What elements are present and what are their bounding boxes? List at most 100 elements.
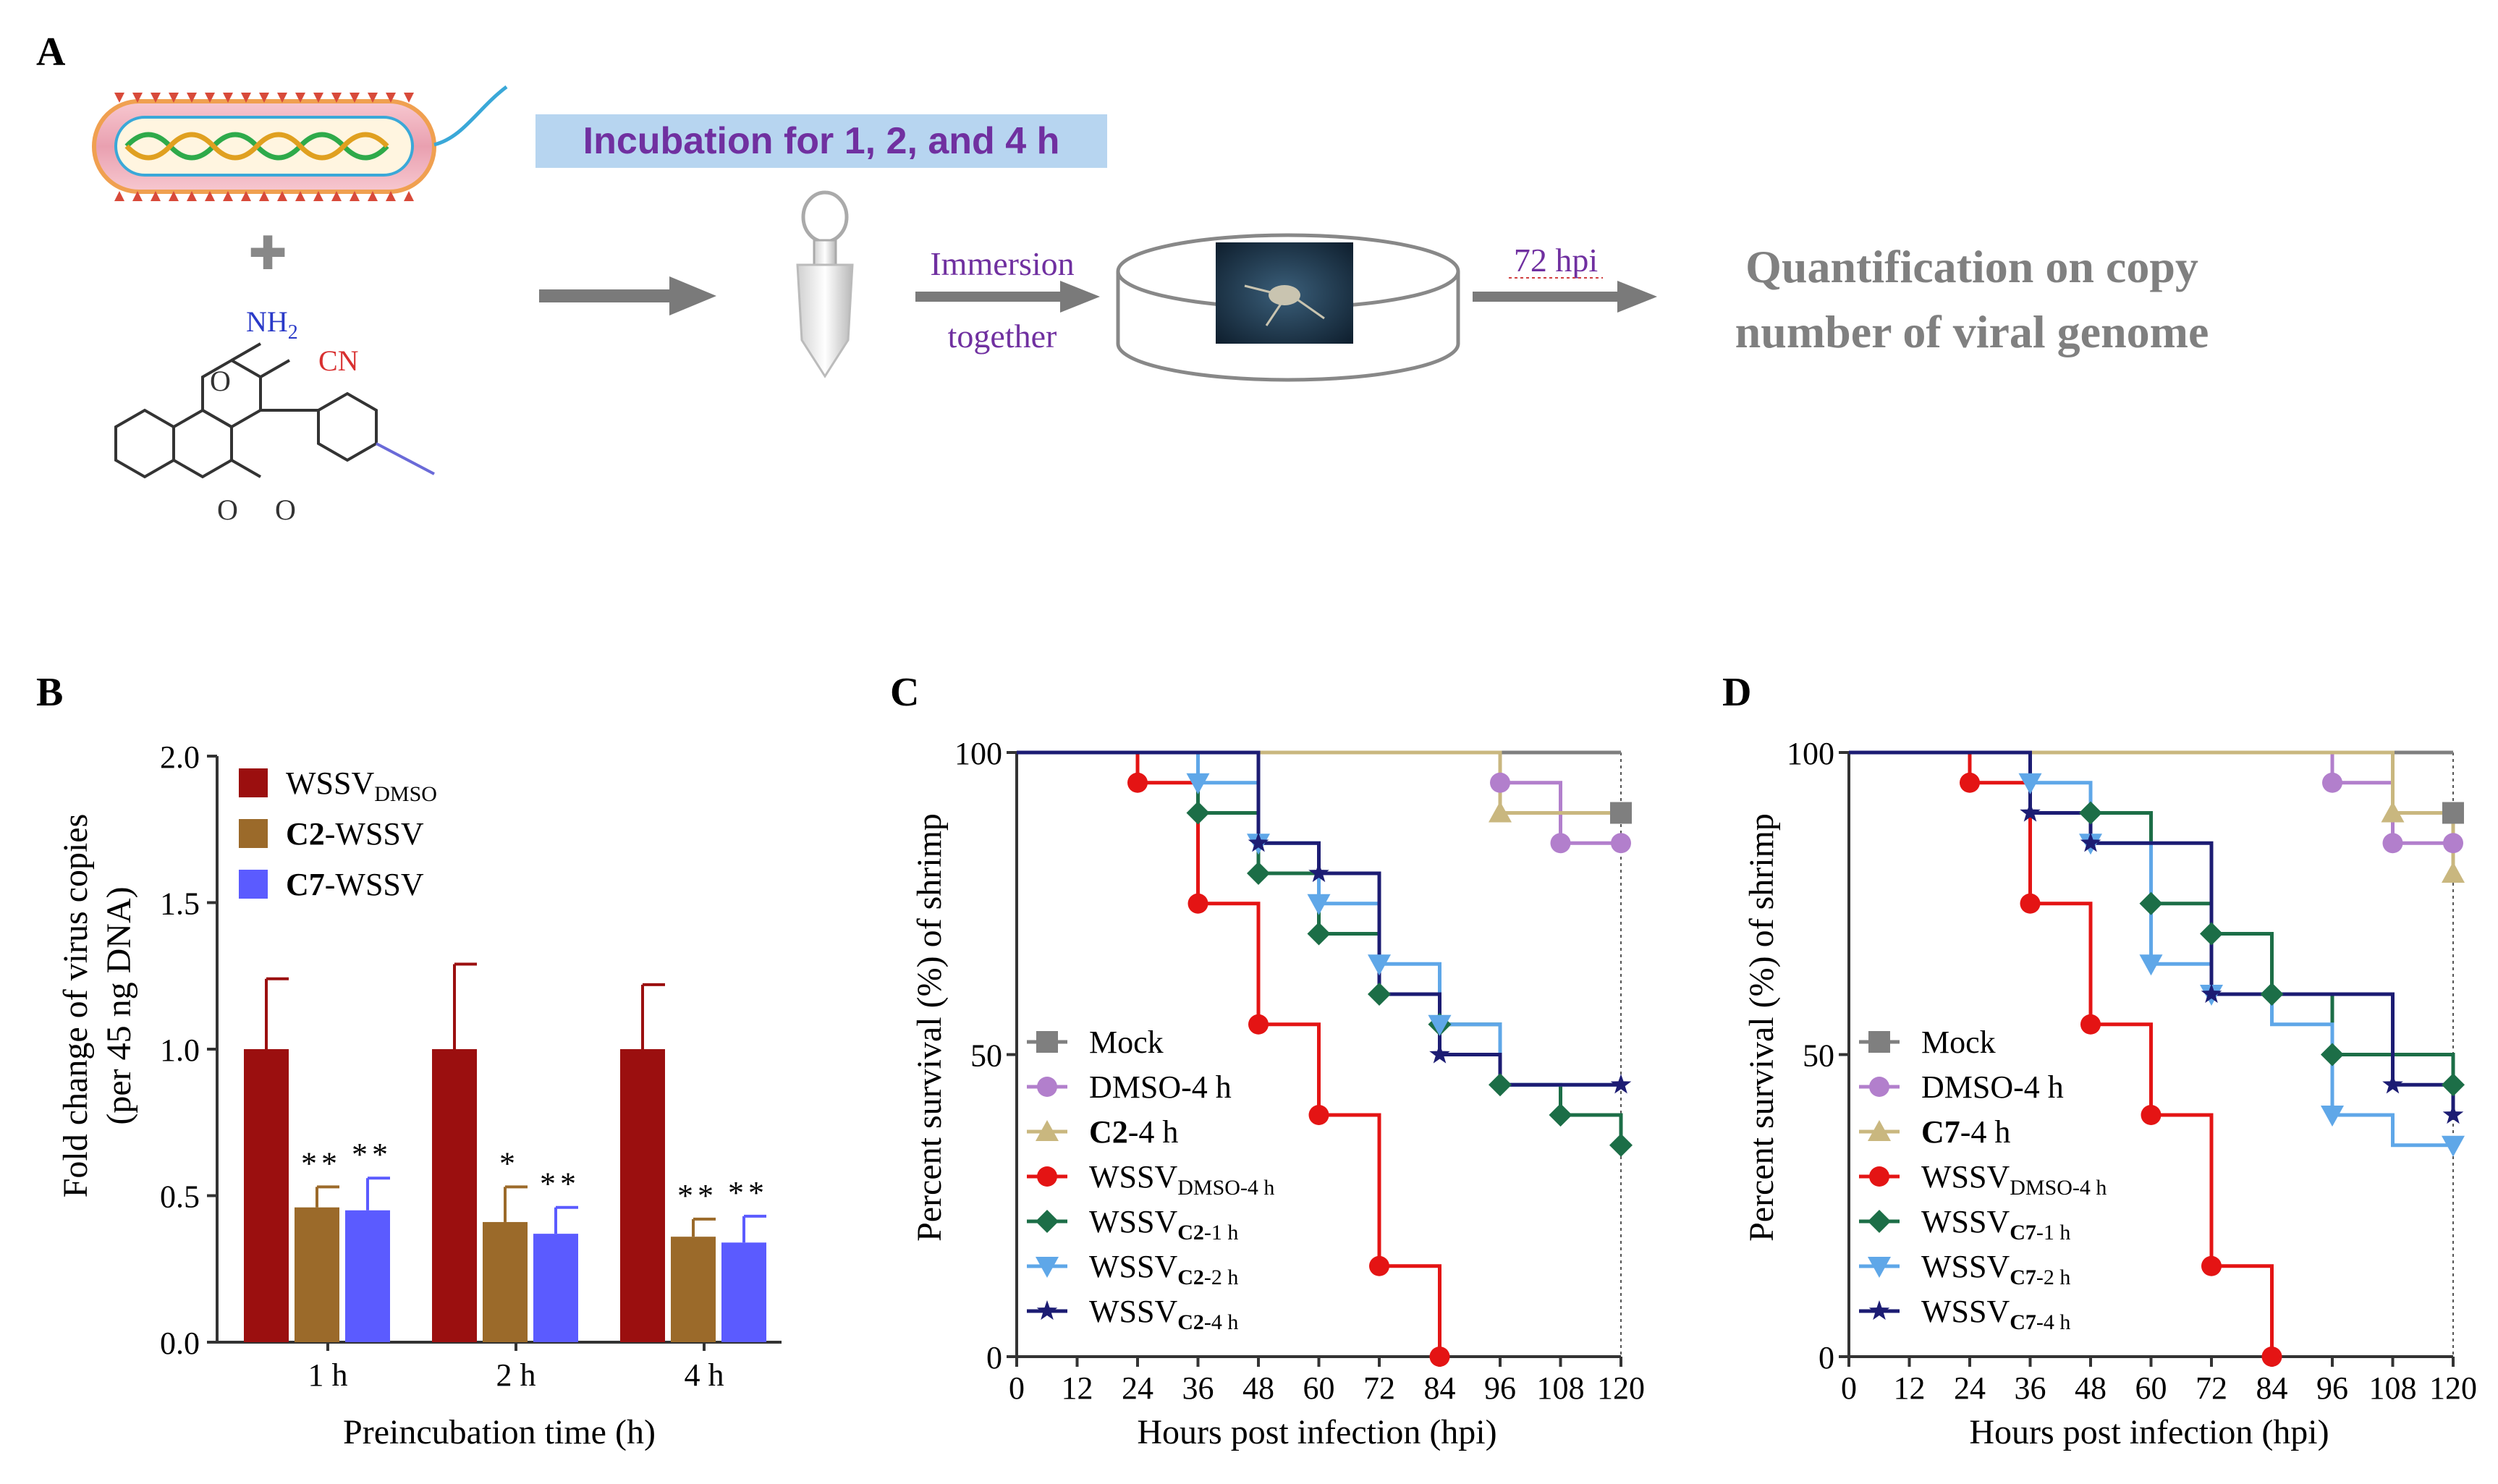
panel-label-b: B <box>36 670 63 715</box>
hpi-text: 72 hpi <box>1514 242 1598 279</box>
b-legend-label: C2-WSSV <box>286 816 424 852</box>
d-legend-marker <box>1868 1120 1891 1141</box>
panel-label-a: A <box>36 30 66 75</box>
c-legend-label: DMSO-4 h <box>1089 1069 1232 1105</box>
c-x-tick-label: 60 <box>1303 1370 1335 1406</box>
spike-icon <box>205 93 215 103</box>
c-series-marker-wssv_dmso <box>1127 772 1148 793</box>
c-legend-marker <box>1036 1300 1058 1320</box>
d-series-marker-wssv_2h <box>2321 1106 2344 1127</box>
c-y-tick-label: 0 <box>986 1340 1002 1375</box>
b-significance-label: ** <box>728 1175 769 1210</box>
c-series-marker-dmso <box>1611 833 1631 854</box>
c-series-marker-wssv_4h <box>1610 1074 1632 1094</box>
c-series-marker-wssv_dmso <box>1187 893 1208 914</box>
spike-icon <box>241 191 251 201</box>
c-x-tick-label: 12 <box>1062 1370 1093 1406</box>
d-series-marker-wssv_4h <box>2382 1074 2403 1094</box>
b-y-tick-label: 1.5 <box>160 886 200 922</box>
c-x-tick-label: 108 <box>1537 1370 1585 1406</box>
c-y-tick-label: 50 <box>970 1038 1002 1074</box>
b-bar <box>244 1049 289 1342</box>
b-significance-label: ** <box>352 1137 392 1172</box>
spike-icon <box>169 93 179 103</box>
carbonyl-oxygen-label: O <box>275 493 296 526</box>
spike-icon <box>241 93 251 103</box>
spike-icon <box>404 93 414 103</box>
spike-icon <box>259 191 269 201</box>
d-series-marker-wssv_dmso <box>2201 1255 2222 1276</box>
c-x-tick-label: 24 <box>1122 1370 1153 1406</box>
d-legend-marker <box>1868 1210 1891 1233</box>
ring-oxygen-label: O <box>210 365 231 397</box>
cn-label: CN <box>318 344 359 377</box>
d-series-marker-dmso <box>2443 833 2463 854</box>
d-legend-label: Mock <box>1921 1025 1996 1060</box>
d-legend-label: C7-4 h <box>1921 1114 2010 1150</box>
d-series-marker-wssv_1h <box>2260 983 2284 1006</box>
c-series-line-wssv_4h <box>1017 750 1621 1087</box>
panel-label-c: C <box>890 670 919 715</box>
quantification-text-line1: Quantification on copy <box>1745 241 2198 292</box>
d-series-marker-wssv_1h <box>2079 801 2102 825</box>
spike-icon <box>223 191 233 201</box>
c-series-marker-wssv_1h <box>1609 1133 1633 1157</box>
d-x-tick-label: 60 <box>2135 1370 2167 1406</box>
quantification-text-line2: number of viral genome <box>1735 306 2209 357</box>
c-ylabel: Percent survival (%) of shrimp <box>910 813 949 1242</box>
d-x-tick-label: 12 <box>1894 1370 1926 1406</box>
d-y-tick-label: 0 <box>1819 1340 1834 1375</box>
c-series-marker-dmso <box>1550 833 1571 854</box>
spike-icon <box>132 191 143 201</box>
c-x-tick-label: 96 <box>1484 1370 1516 1406</box>
d-series-marker-wssv_4h <box>2201 983 2222 1004</box>
d-x-tick-label: 84 <box>2256 1370 2288 1406</box>
arrow-3 <box>1473 281 1657 313</box>
c-series-marker-wssv_2h <box>1307 894 1331 915</box>
d-legend-label: WSSVDMSO-4 h <box>1921 1159 2107 1200</box>
b-legend-swatch <box>239 768 268 797</box>
d-x-tick-label: 72 <box>2196 1370 2227 1406</box>
spike-icon <box>313 191 323 201</box>
d-series-marker-wssv_dmso <box>2080 1014 2101 1035</box>
c-y-tick-label: 100 <box>954 736 1002 771</box>
spike-icon <box>187 93 197 103</box>
c-legend-marker <box>1036 1031 1058 1053</box>
spike-icon <box>350 191 360 201</box>
c-legend-label: WSSVDMSO-4 h <box>1089 1159 1274 1200</box>
d-legend-label: WSSVC7-4 h <box>1921 1294 2070 1334</box>
c-series-marker-wssv_dmso <box>1369 1255 1389 1276</box>
spike-icon <box>259 93 269 103</box>
b-bar <box>721 1242 766 1342</box>
c-series-marker-wssv_1h <box>1368 983 1391 1006</box>
d-legend-marker <box>1869 1077 1889 1097</box>
c-legend-marker <box>1037 1166 1057 1187</box>
d-series-marker-c24h <box>2442 862 2465 883</box>
b-significance-label: ** <box>301 1145 342 1181</box>
spike-icon <box>404 191 414 201</box>
b-bar <box>483 1221 528 1342</box>
panel-label-d: D <box>1722 670 1751 715</box>
spike-icon <box>386 191 396 201</box>
spike-icon <box>169 191 179 201</box>
c-series-marker-wssv_1h <box>1549 1103 1572 1127</box>
b-legend-swatch <box>239 819 268 848</box>
d-ylabel: Percent survival (%) of shrimp <box>1743 813 1781 1242</box>
c-legend-label: WSSVC2-4 h <box>1089 1294 1238 1334</box>
c-series-marker-wssv_4h <box>1308 862 1329 883</box>
c-legend-label: WSSVC2-1 h <box>1089 1204 1238 1245</box>
b-legend: WSSVDMSO C2-WSSV C7-WSSV <box>239 766 437 902</box>
spike-icon <box>368 191 378 201</box>
c-x-tick-label: 72 <box>1363 1370 1395 1406</box>
d-series-marker-wssv_dmso <box>2141 1105 2162 1125</box>
d-series-marker-dmso <box>2322 772 2342 793</box>
panel-a: A ✚ NH2 CN O O O Incuba <box>36 30 2209 526</box>
panel-b-bar-chart: B Fold change of virus copies (per 45 ng… <box>36 670 782 1451</box>
spike-icon <box>205 191 215 201</box>
b-bar <box>620 1049 665 1342</box>
d-x-tick-label: 120 <box>2429 1370 2477 1406</box>
b-bar <box>533 1234 578 1342</box>
spike-icon <box>386 93 396 103</box>
c-series-marker-wssv_1h <box>1489 1073 1512 1097</box>
b-bar <box>671 1237 716 1342</box>
